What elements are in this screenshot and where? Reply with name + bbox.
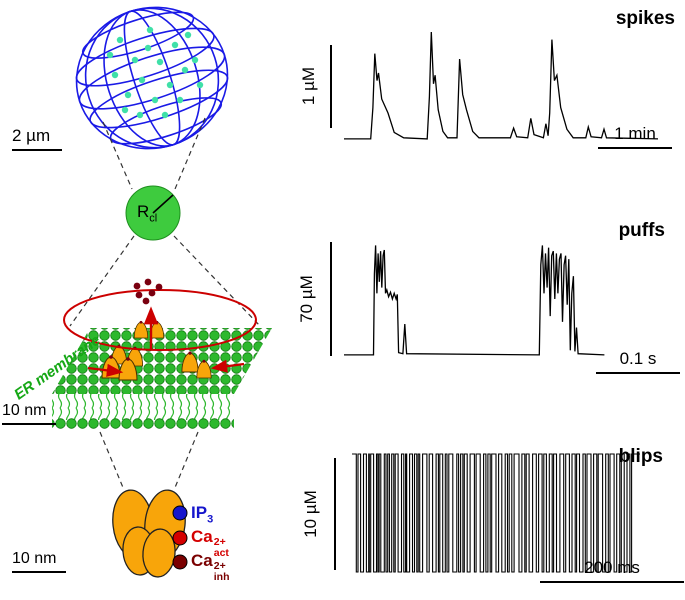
membrane-lipid-tails xyxy=(52,394,234,420)
spikes-yscale-label: 1 µM xyxy=(299,66,319,106)
cluster-radius-main: R xyxy=(137,202,150,221)
membrane-scale-label: 10 nm xyxy=(2,402,47,419)
single-channel-subunits xyxy=(112,489,186,578)
ca-inh-label-sub: inh xyxy=(213,571,230,584)
er-membrane-schematic xyxy=(52,278,272,429)
cluster-circle xyxy=(125,185,181,241)
binding-site-dots xyxy=(172,505,188,570)
spikes-title: spikes xyxy=(615,8,675,29)
puffs-xscale-label: 0.1 s xyxy=(619,349,657,368)
calcium-flux-arrows xyxy=(87,306,245,377)
ip3-site-label: IP3 xyxy=(191,503,213,525)
ca-act-site-dot xyxy=(172,530,188,546)
ip3-label-main: IP xyxy=(191,503,208,522)
blips-trace-chart xyxy=(352,453,640,573)
blips-xscale-bar: 200 ms xyxy=(540,558,684,583)
ca-inh-site-label: Ca 2+ inh xyxy=(191,551,230,584)
puff-site-dots xyxy=(106,26,204,119)
puffs-xscale-bar: 0.1 s xyxy=(596,349,680,374)
spikes-yscale-bar xyxy=(330,45,332,128)
cluster-radius-sub: cl xyxy=(149,212,158,225)
spikes-xscale-label: 1 min xyxy=(614,124,656,143)
ca-act-site-label: Ca 2+ act xyxy=(191,527,229,560)
ca-inh-label-main: Ca xyxy=(191,551,213,570)
blips-xscale-label: 200 ms xyxy=(584,558,640,577)
ca-inh-site-dot xyxy=(172,554,188,570)
blips-yscale-bar xyxy=(334,458,336,570)
spikes-xscale-bar: 1 min xyxy=(598,124,672,149)
ca-act-label-sub: act xyxy=(213,547,229,560)
puffs-trace-chart xyxy=(344,245,605,356)
ca-act-label-sup: 2+ xyxy=(213,536,226,548)
channel-scale-bar: 10 nm xyxy=(12,550,66,573)
membrane-bottom-leaflet xyxy=(52,418,234,429)
spikes-trace-chart xyxy=(344,31,659,140)
membrane-scale-bar: 10 nm xyxy=(2,402,56,425)
cell-sphere-wireframe xyxy=(75,6,229,150)
schematic-panel xyxy=(52,6,272,578)
puffs-title: puffs xyxy=(618,220,665,241)
puffs-yscale-bar xyxy=(330,242,332,356)
ca-inh-label-sup: 2+ xyxy=(213,560,226,572)
cell-scale-label: 2 µm xyxy=(12,126,51,145)
cluster-radius-label: Rcl xyxy=(137,202,157,224)
ip3-label-sub: 3 xyxy=(207,513,214,526)
blips-yscale-label: 10 µM xyxy=(300,490,320,538)
puffs-yscale-label: 70 µM xyxy=(296,275,316,323)
zoom-dashed-lines xyxy=(69,117,261,491)
ca-act-label-main: Ca xyxy=(191,527,213,546)
cell-scale-bar: 2 µm xyxy=(12,126,62,151)
ip3-site-dot xyxy=(172,505,188,521)
released-calcium-ions xyxy=(133,278,163,305)
channel-scale-label: 10 nm xyxy=(12,550,57,567)
